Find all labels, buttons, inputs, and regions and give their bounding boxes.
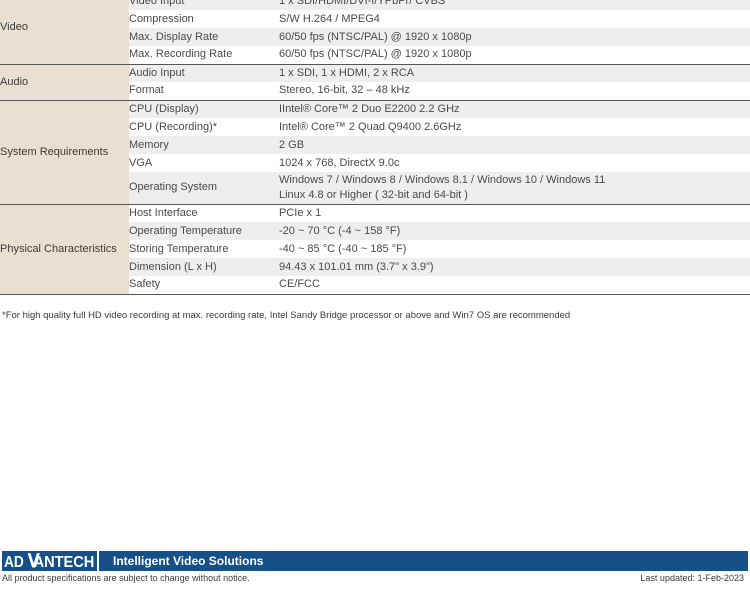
svg-text:AD: AD [4, 554, 24, 571]
svg-text:ANTECH: ANTECH [33, 554, 94, 571]
